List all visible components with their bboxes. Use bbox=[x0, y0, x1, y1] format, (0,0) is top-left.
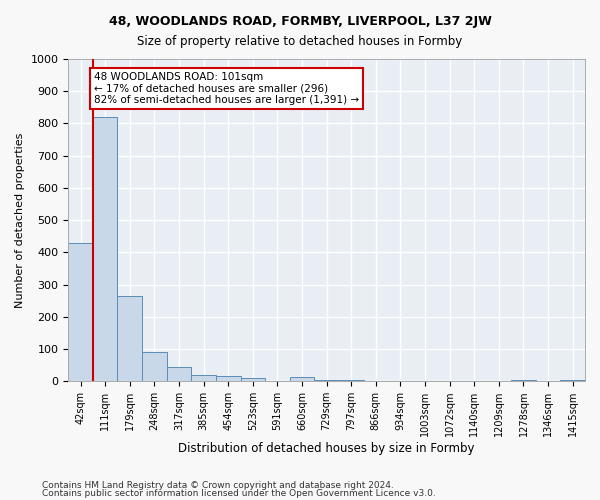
Bar bbox=[142, 352, 167, 381]
Bar bbox=[167, 366, 191, 381]
Y-axis label: Number of detached properties: Number of detached properties bbox=[15, 132, 25, 308]
Text: Contains HM Land Registry data © Crown copyright and database right 2024.: Contains HM Land Registry data © Crown c… bbox=[42, 481, 394, 490]
Bar bbox=[68, 242, 93, 381]
Bar bbox=[511, 380, 536, 381]
X-axis label: Distribution of detached houses by size in Formby: Distribution of detached houses by size … bbox=[178, 442, 475, 455]
Bar bbox=[93, 117, 118, 381]
Text: 48, WOODLANDS ROAD, FORMBY, LIVERPOOL, L37 2JW: 48, WOODLANDS ROAD, FORMBY, LIVERPOOL, L… bbox=[109, 15, 491, 28]
Bar bbox=[216, 376, 241, 381]
Text: Contains public sector information licensed under the Open Government Licence v3: Contains public sector information licen… bbox=[42, 488, 436, 498]
Bar bbox=[339, 380, 364, 381]
Text: Size of property relative to detached houses in Formby: Size of property relative to detached ho… bbox=[137, 35, 463, 48]
Bar bbox=[314, 380, 339, 381]
Bar bbox=[560, 380, 585, 381]
Bar bbox=[290, 378, 314, 381]
Bar bbox=[191, 375, 216, 381]
Bar bbox=[241, 378, 265, 381]
Bar bbox=[118, 296, 142, 381]
Text: 48 WOODLANDS ROAD: 101sqm
← 17% of detached houses are smaller (296)
82% of semi: 48 WOODLANDS ROAD: 101sqm ← 17% of detac… bbox=[94, 72, 359, 105]
